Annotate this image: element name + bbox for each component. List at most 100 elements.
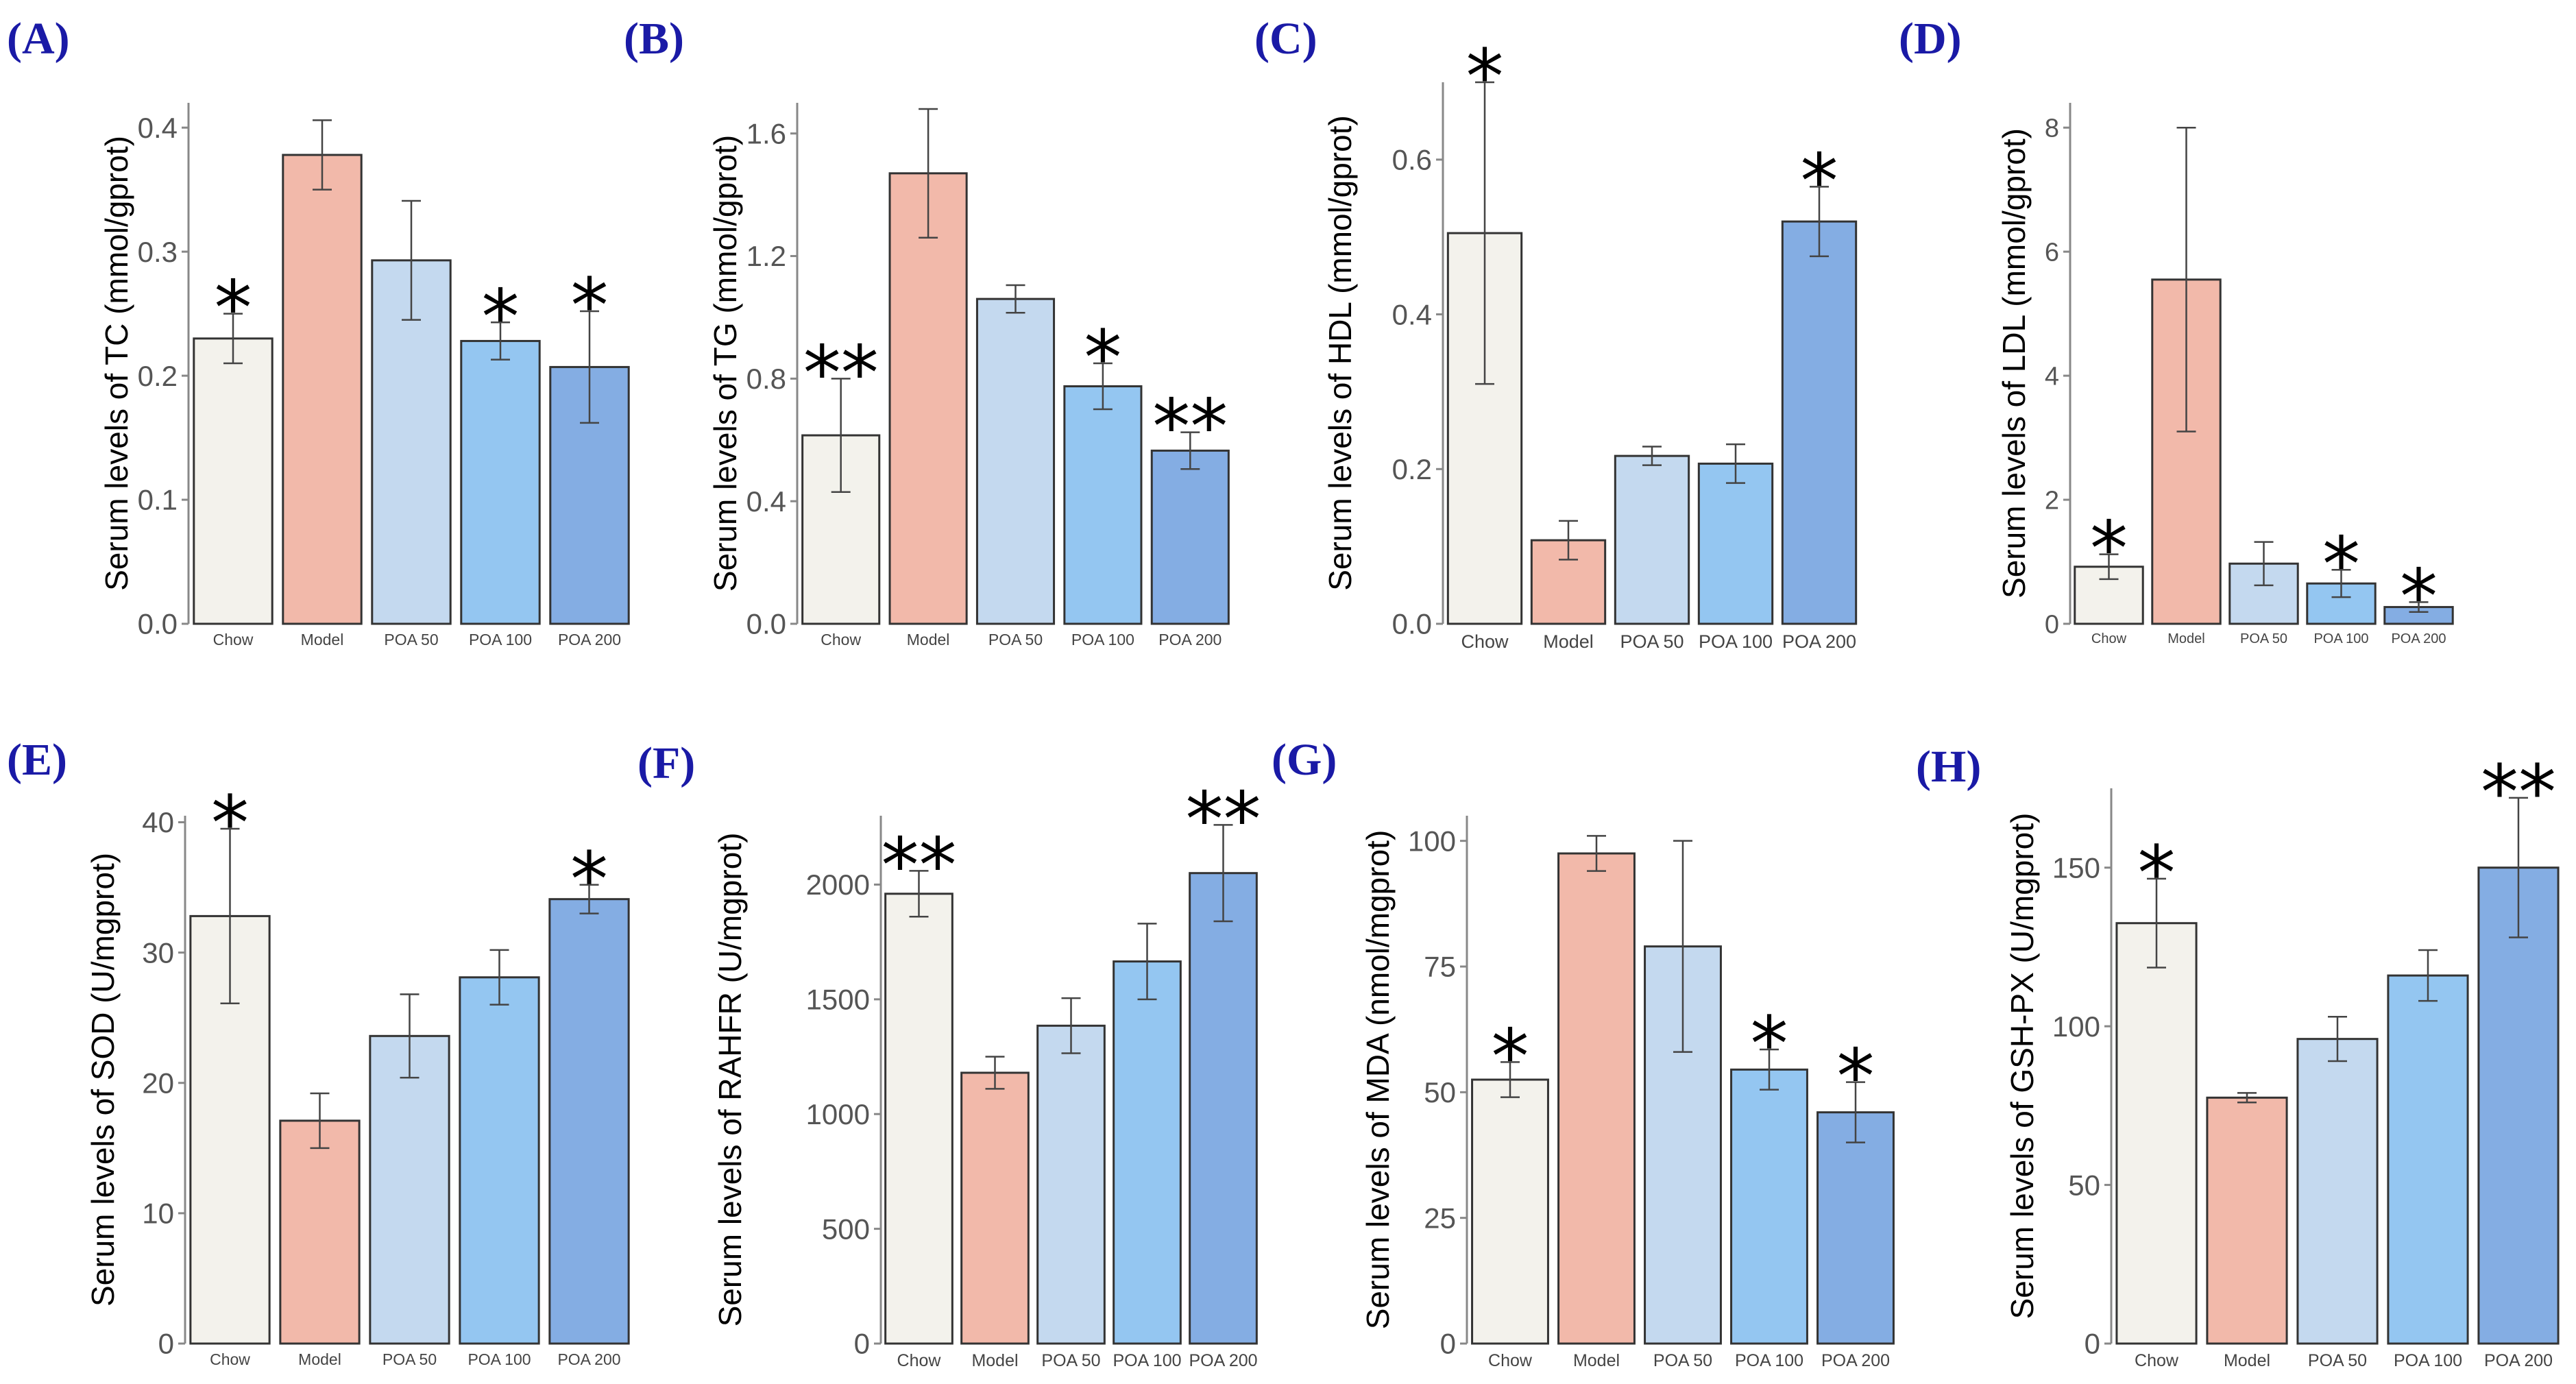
category-label: POA 200 (557, 1350, 620, 1368)
bar-poa-200 (1816, 1111, 1895, 1345)
y-axis-title: Serum levels of TG (mmol/gprot) (707, 135, 743, 592)
y-tick-label: 40 (142, 806, 174, 838)
bar-poa-100 (1697, 462, 1774, 625)
y-tick-label: 50 (2068, 1169, 2100, 1201)
y-tick-label: 0.3 (138, 236, 178, 268)
category-label: Model (301, 631, 344, 648)
bar-model (888, 172, 968, 625)
category-label: POA 50 (1653, 1351, 1712, 1370)
significance-marker: * (570, 836, 608, 923)
category-label: Chow (2091, 631, 2127, 646)
category-label: POA 200 (2391, 631, 2446, 646)
y-axis-title: Serum levels of MDA (nmol/mgprot) (1360, 830, 1396, 1330)
panel-label: (F) (637, 738, 695, 788)
category-label: Chow (2135, 1351, 2179, 1370)
y-tick-label: 100 (2052, 1010, 2100, 1043)
significance-marker: * (1801, 137, 1838, 225)
bar-poa-50 (369, 1034, 450, 1345)
bar-poa-50 (975, 298, 1056, 625)
y-tick-label: 0.0 (138, 608, 178, 640)
y-tick-label: 0 (2045, 610, 2059, 639)
category-label: Chow (213, 631, 254, 648)
significance-marker: * (2138, 829, 2176, 917)
category-label: POA 50 (1041, 1351, 1100, 1370)
significance-marker: * (2322, 520, 2360, 608)
bar-model (2206, 1096, 2288, 1345)
category-label: Model (2224, 1351, 2270, 1370)
y-tick-label: 0.4 (746, 485, 786, 518)
panel-G: (G) 0 25 50 75 100 Serum levels of MDA (nmol/m… (1272, 735, 1895, 1370)
panel-label: (G) (1272, 735, 1337, 785)
category-label: Chow (1488, 1351, 1533, 1370)
category-label: POA 100 (2313, 631, 2368, 646)
bar-poa-200 (548, 898, 630, 1345)
significance-marker: ** (1186, 775, 1261, 863)
y-tick-label: 10 (142, 1198, 174, 1230)
category-label: POA 100 (1113, 1351, 1181, 1370)
category-label: POA 200 (2484, 1351, 2553, 1370)
panel-C: (C) 0.0 0.2 0.4 0.6 Serum levels of HDL (mmol… (1254, 14, 1858, 652)
y-tick-label: 50 (1424, 1076, 1456, 1108)
bar-poa-100 (459, 976, 540, 1345)
bar-poa-100 (2387, 974, 2469, 1345)
y-tick-label: 150 (2052, 851, 2100, 884)
category-label: POA 200 (1158, 631, 1222, 648)
y-axis-title: Serum levels of HDL (mmol/gprot) (1322, 115, 1358, 591)
y-axis-title: Serum levels of RAHFR (U/mgprot) (712, 833, 748, 1327)
bar-chow (1471, 1078, 1549, 1345)
y-tick-label: 0.0 (746, 608, 786, 640)
panel-E: (E) 0 10 20 30 40 Serum levels of SOD (U/mgpro… (7, 735, 630, 1368)
bar-poa-200 (1150, 449, 1230, 625)
significance-marker: * (1466, 33, 1504, 121)
y-axis-title: Serum levels of GSH-PX (U/mgprot) (2004, 813, 2040, 1320)
category-label: Model (907, 631, 950, 648)
category-label: Model (1573, 1351, 1620, 1370)
panel-H: (H) 0 50 100 150 Serum levels of GSH-PX (U/mg… (1916, 742, 2560, 1370)
category-label: POA 100 (1699, 631, 1773, 652)
y-tick-label: 6 (2045, 238, 2059, 267)
significance-marker: * (1084, 314, 1121, 402)
bar-model (1557, 852, 1636, 1345)
y-axis-title: Serum levels of LDL (mmol/gprot) (1996, 128, 2032, 598)
category-label: POA 200 (1189, 1351, 1257, 1370)
category-label: Chow (821, 631, 861, 648)
bar-chow (2115, 922, 2198, 1345)
y-tick-label: 0 (158, 1328, 174, 1360)
bar-poa-100 (460, 339, 541, 625)
category-label: POA 100 (1735, 1351, 1803, 1370)
bar-chow (884, 893, 953, 1345)
significance-marker: ** (803, 329, 879, 417)
y-tick-label: 500 (822, 1213, 870, 1245)
category-label: POA 50 (384, 631, 438, 648)
bar-poa-50 (371, 259, 452, 625)
y-tick-label: 0.1 (138, 484, 178, 516)
bar-chow (193, 337, 274, 625)
y-tick-label: 30 (142, 936, 174, 969)
category-label: POA 100 (467, 1350, 531, 1368)
y-tick-label: 4 (2045, 362, 2059, 391)
category-label: Chow (210, 1350, 250, 1368)
bar-model (960, 1071, 1030, 1345)
category-label: Model (971, 1351, 1018, 1370)
category-label: POA 200 (1821, 1351, 1890, 1370)
bar-poa-200 (2477, 866, 2560, 1345)
y-tick-label: 1.6 (746, 117, 786, 149)
significance-marker: ** (1152, 383, 1228, 471)
significance-marker: * (1837, 1033, 1875, 1121)
panel-label: (H) (1916, 742, 1981, 792)
bar-poa-50 (1036, 1024, 1106, 1345)
bar-model (279, 1119, 361, 1345)
bar-model (282, 154, 363, 625)
category-label: POA 50 (2308, 1351, 2367, 1370)
panel-label: (A) (7, 14, 70, 64)
y-tick-label: 0 (854, 1328, 870, 1360)
panel-label: (D) (1899, 14, 1962, 64)
significance-marker: * (2400, 553, 2438, 640)
bar-poa-100 (1113, 960, 1182, 1345)
y-tick-label: 20 (142, 1067, 174, 1099)
panel-label: (C) (1254, 14, 1317, 64)
category-label: POA 50 (382, 1350, 437, 1368)
